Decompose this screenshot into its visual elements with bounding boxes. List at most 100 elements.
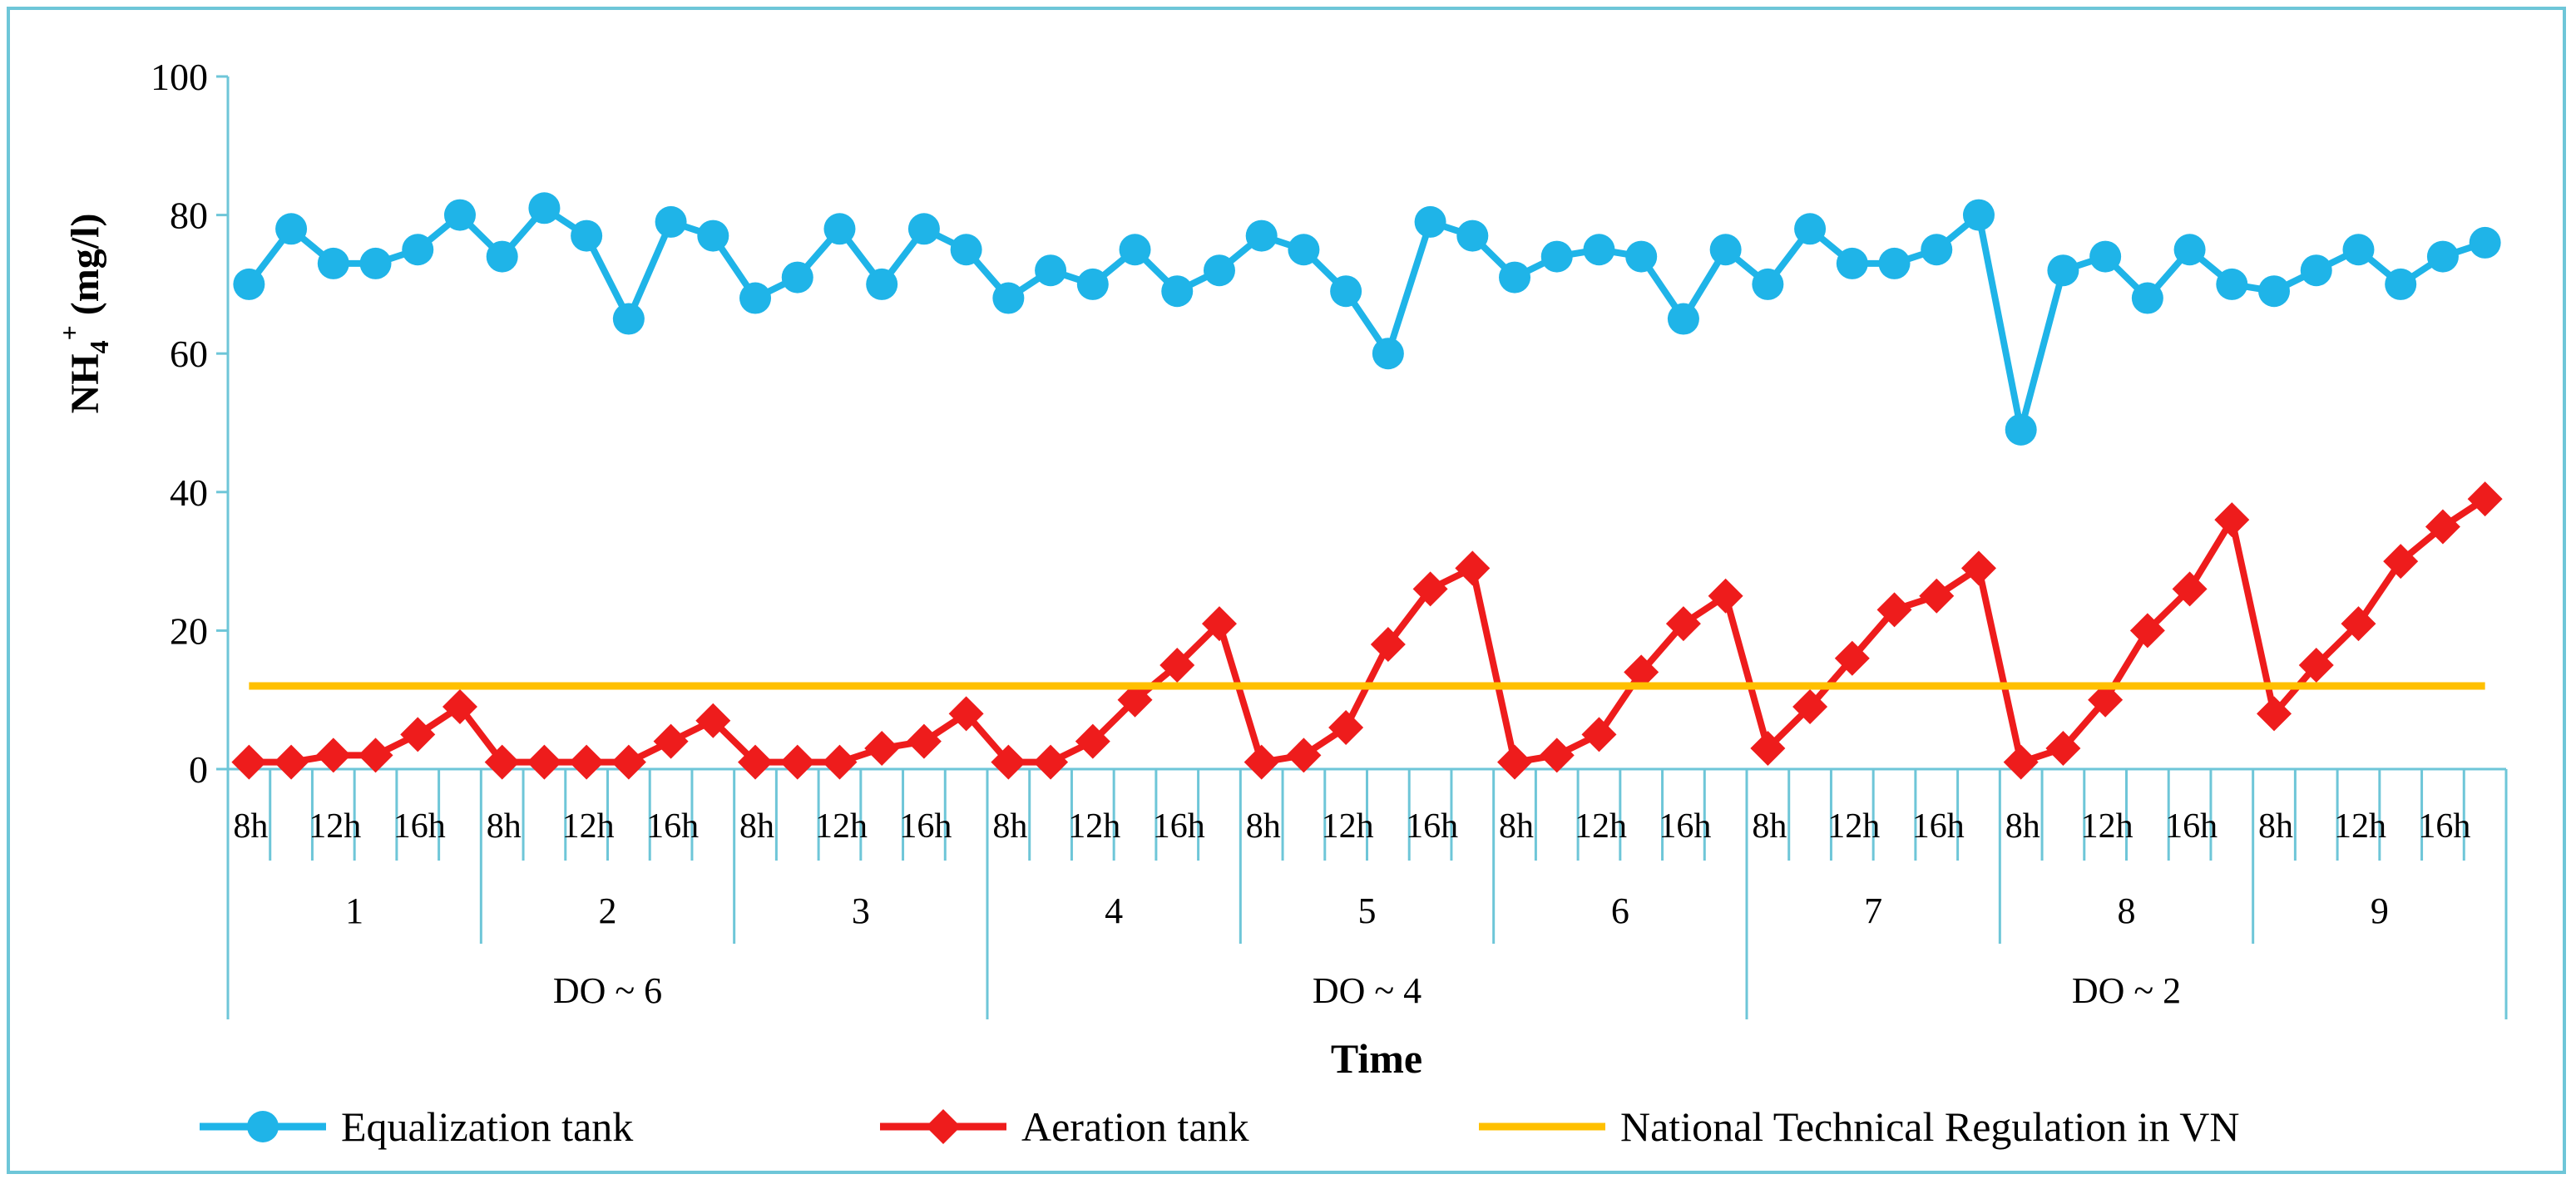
y-label-main: NH (63, 353, 107, 413)
data-point (1203, 254, 1235, 287)
y-tick-label: 80 (170, 195, 208, 237)
day-label: 1 (345, 890, 363, 931)
data-point (2298, 648, 2334, 683)
y-tick-labels: 0 20 40 60 80 100 (151, 56, 208, 791)
data-point (781, 261, 813, 294)
data-point (1117, 682, 1153, 718)
data-point (1667, 303, 1699, 335)
hour-tick-label: 8h (1752, 807, 1787, 846)
hour-tick-label: 8h (1499, 807, 1534, 846)
data-point (400, 717, 436, 752)
data-point (1708, 578, 1743, 614)
y-tick-label: 0 (189, 748, 208, 791)
data-point (697, 220, 729, 252)
x-category-axis: 8h 12h 16h 8h 12h 16h 8h 12h 16h 8h 12h 16h 8h 12h 16h… (226, 769, 2508, 1019)
data-point (1960, 550, 1996, 586)
day-label: 2 (599, 890, 617, 931)
data-point (569, 744, 605, 780)
data-point (1201, 606, 1237, 642)
data-point (738, 744, 774, 780)
data-point (1035, 254, 1067, 287)
data-point (1665, 606, 1701, 642)
data-point (2383, 544, 2419, 580)
data-point (2426, 240, 2459, 273)
data-point (2342, 234, 2375, 266)
data-point (1792, 689, 1828, 725)
data-point (1878, 247, 1911, 279)
hour-tick-label: 12h (1068, 807, 1120, 846)
data-point (2258, 275, 2291, 308)
day-label: 5 (1358, 890, 1377, 931)
hour-tick-label: 16h (2165, 807, 2218, 846)
hour-tick-label: 12h (2081, 807, 2133, 846)
data-point (611, 744, 646, 780)
data-point (1836, 247, 1868, 279)
data-point (1625, 240, 1658, 273)
y-tick-label: 20 (170, 609, 208, 652)
data-point (1499, 261, 1531, 294)
data-point (2005, 413, 2037, 446)
data-point (2089, 240, 2122, 273)
hour-tick-label: 12h (309, 807, 361, 846)
data-point (233, 268, 265, 300)
series-aeration-tank (231, 481, 2503, 780)
legend-entry: National Technical Regulation in VN (1479, 1103, 2239, 1150)
data-point (2047, 254, 2079, 287)
chart-frame (7, 7, 2566, 1174)
legend-entry: Aeration tank (880, 1103, 1249, 1150)
hour-tick-label: 8h (2258, 807, 2293, 846)
hour-tick-label: 8h (739, 807, 774, 846)
data-point (948, 696, 984, 732)
data-point (2131, 282, 2163, 314)
day-label: 4 (1105, 890, 1123, 931)
day-label: 3 (852, 890, 870, 931)
day-label: 8 (2118, 890, 2136, 931)
legend-label: Aeration tank (1021, 1103, 1249, 1150)
legend-marker (247, 1111, 279, 1142)
data-point (1624, 654, 1659, 690)
data-point (695, 703, 731, 738)
data-point (1455, 550, 1491, 586)
data-point (1583, 234, 1615, 266)
data-point (1794, 213, 1827, 245)
data-point (2425, 509, 2460, 545)
data-point (822, 744, 858, 780)
legend-marker (926, 1109, 961, 1144)
data-point (2173, 234, 2206, 266)
hour-tick-label: 16h (1659, 807, 1711, 846)
x-axis-label: Time (1331, 1035, 1422, 1082)
data-point (359, 247, 392, 279)
hour-tick-label: 16h (1912, 807, 1965, 846)
hour-tick-label: 8h (233, 807, 268, 846)
hour-tick-label: 12h (1322, 807, 1374, 846)
hour-tick-label: 16h (393, 807, 446, 846)
y-label-rest: (mg/l) (63, 214, 107, 326)
data-point (528, 192, 561, 224)
data-point (2216, 268, 2248, 300)
data-point (1075, 723, 1110, 759)
data-point (612, 303, 645, 335)
data-point (2129, 613, 2165, 649)
data-point (2257, 696, 2292, 732)
data-point (2088, 682, 2124, 718)
data-point (1921, 234, 1953, 266)
data-point (2003, 744, 2039, 780)
data-point (1328, 710, 1364, 746)
data-point (2172, 571, 2208, 607)
legend-label: Equalization tank (341, 1103, 633, 1150)
data-point (2214, 502, 2250, 538)
data-point (231, 744, 267, 780)
hour-tick-label: 16h (2418, 807, 2470, 846)
data-point (1876, 592, 1912, 628)
data-point (950, 234, 982, 266)
data-point (315, 738, 351, 773)
data-point (486, 240, 518, 273)
axes (216, 75, 2506, 771)
hour-tick-label: 8h (992, 807, 1027, 846)
data-point (402, 234, 434, 266)
data-point (1372, 338, 1404, 370)
do-group-label: DO ~ 4 (1313, 970, 1421, 1011)
y-tick-label: 40 (170, 471, 208, 514)
day-label: 7 (1864, 890, 1882, 931)
